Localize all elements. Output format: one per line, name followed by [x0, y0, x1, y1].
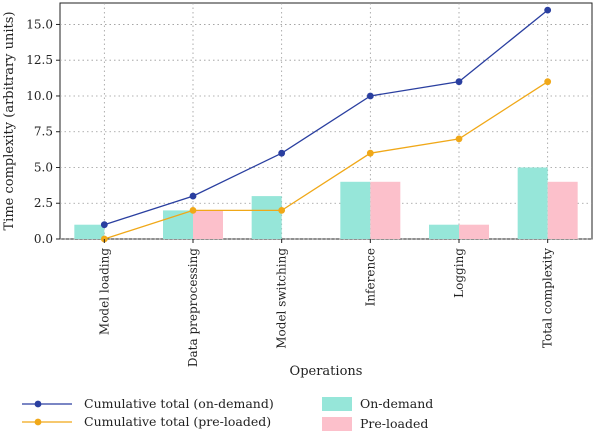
bar-pre-loaded [370, 181, 401, 239]
point-on-demand [544, 6, 552, 14]
point-on-demand [455, 78, 463, 86]
y-axis-title: Time complexity (arbitrary units) [2, 11, 17, 230]
grid [60, 3, 592, 240]
y-tick-label: 2.5 [34, 196, 53, 210]
y-tick-label: 0.0 [34, 232, 53, 246]
legend: Cumulative total (on-demand) Cumulative t… [22, 396, 433, 431]
x-tick-label: Logging [452, 248, 466, 298]
x-tick-label: Total complexity [541, 248, 555, 348]
legend-line-label: Cumulative total (pre-loaded) [84, 414, 271, 429]
x-tick-label: Model loading [97, 248, 111, 335]
line-pre-loaded [104, 81, 549, 240]
point-on-demand [100, 221, 108, 229]
point-pre-loaded [366, 149, 374, 157]
point-on-demand [189, 192, 197, 200]
point-pre-loaded [189, 206, 197, 214]
y-tick-label: 15.0 [26, 17, 53, 31]
y-tick-label: 10.0 [26, 89, 53, 103]
x-axis-title: Operations [290, 364, 363, 379]
bar-on-demand [340, 181, 371, 239]
bar-pre-loaded [193, 210, 223, 239]
bar-on-demand [517, 167, 548, 239]
x-tick-label: Inference [363, 248, 377, 306]
y-tick-label: 12.5 [26, 53, 53, 67]
point-pre-loaded [544, 78, 552, 86]
legend-line-label: Cumulative total (on-demand) [84, 396, 274, 411]
bar-pre-loaded [547, 181, 578, 239]
y-tick-label: 7.5 [34, 125, 53, 139]
legend-bar-swatch [322, 397, 352, 411]
x-axis-ticks: Model loading Data preprocessing Model swi… [97, 239, 555, 367]
y-tick-label: 5.0 [34, 160, 53, 174]
point-pre-loaded [455, 135, 463, 143]
point-pre-loaded [278, 206, 286, 214]
line-on-demand [104, 9, 549, 226]
bar-on-demand [429, 224, 459, 239]
bar-on-demand [251, 196, 282, 239]
legend-line-marker [34, 400, 42, 408]
line-series [100, 6, 552, 243]
y-axis-ticks: 0.0 2.5 5.0 7.5 10.0 12.5 15.0 [26, 17, 60, 246]
bar-series [74, 167, 578, 239]
x-tick-label: Model switching [275, 248, 289, 349]
x-tick-label: Data preprocessing [186, 248, 200, 367]
bar-pre-loaded [459, 224, 489, 239]
legend-bar-swatch [322, 417, 352, 431]
point-on-demand [366, 92, 374, 100]
point-on-demand [278, 149, 286, 157]
legend-bar-label: On-demand [360, 396, 433, 411]
bar-on-demand [74, 224, 105, 239]
legend-bar-label: Pre-loaded [360, 416, 428, 431]
legend-line-marker [34, 418, 42, 426]
